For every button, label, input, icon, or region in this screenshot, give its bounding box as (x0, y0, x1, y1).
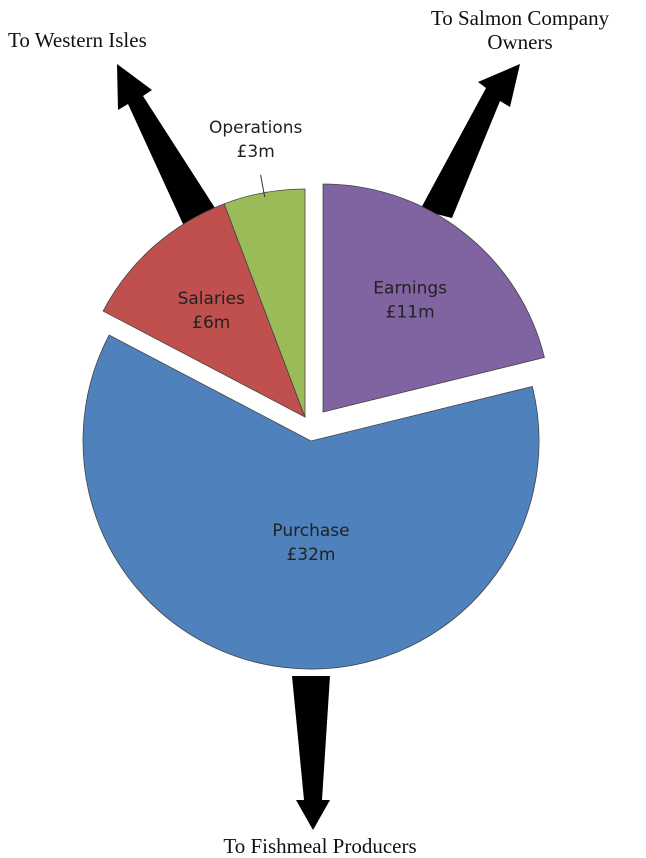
arrow (117, 64, 215, 224)
pie-slice (82, 334, 540, 670)
value-label: £6m (192, 313, 230, 333)
value-label: £32m (286, 545, 335, 565)
pie-slice (102, 203, 306, 418)
slice-label: Earnings (373, 279, 447, 299)
value-label: £3m (237, 142, 275, 162)
slice-label: Operations (209, 118, 303, 138)
arrow (420, 64, 520, 218)
annotation: To Fishmeal Producers (223, 834, 417, 858)
slice-label: Salaries (178, 289, 246, 309)
annotation: To Salmon Company Owners (430, 6, 610, 54)
leader-line (260, 174, 266, 198)
value-label: £11m (386, 303, 435, 323)
slice-label: Purchase (272, 521, 349, 541)
annotation: To Western Isles (8, 28, 147, 52)
pie-slice (322, 183, 545, 413)
arrow (292, 676, 330, 830)
